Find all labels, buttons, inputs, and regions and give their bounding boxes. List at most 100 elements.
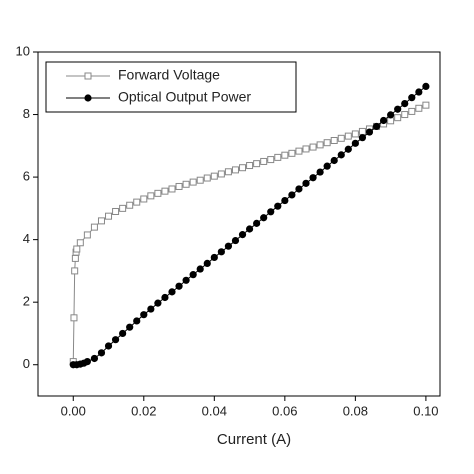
data-point <box>83 231 91 239</box>
data-point <box>182 180 190 188</box>
y-tick-label: 0 <box>23 356 30 371</box>
data-point <box>330 156 338 165</box>
data-point <box>309 143 317 151</box>
data-point <box>422 101 430 109</box>
data-point <box>119 329 127 338</box>
data-point <box>140 311 148 319</box>
data-point <box>224 168 232 176</box>
data-point <box>126 201 134 209</box>
data-point <box>415 104 423 112</box>
data-point <box>260 157 268 165</box>
data-point <box>76 239 84 247</box>
data-point <box>71 267 79 275</box>
data-point <box>379 116 388 125</box>
data-point <box>83 358 91 366</box>
data-point <box>71 254 79 262</box>
data-point <box>344 145 352 153</box>
legend-marker <box>84 72 92 80</box>
data-point <box>302 145 310 153</box>
data-point <box>97 217 105 225</box>
data-point <box>182 276 190 284</box>
data-point <box>295 147 303 155</box>
data-point <box>387 117 395 125</box>
data-point <box>189 178 197 186</box>
data-point <box>133 198 141 206</box>
data-point <box>415 88 423 96</box>
data-point <box>246 162 254 170</box>
data-point <box>330 137 338 145</box>
legend-marker <box>84 94 92 102</box>
x-tick-label: 0.04 <box>202 403 227 418</box>
data-point <box>217 170 225 178</box>
legend-label: Optical Output Power <box>118 89 251 105</box>
x-tick-label: 0.02 <box>131 403 156 418</box>
data-point <box>105 212 113 220</box>
data-point <box>161 293 169 302</box>
data-point <box>189 271 197 279</box>
data-point <box>288 149 296 157</box>
data-point <box>281 196 289 205</box>
data-point <box>203 174 211 182</box>
data-point <box>408 107 416 115</box>
data-point <box>90 354 99 363</box>
data-point <box>394 105 402 113</box>
series-line <box>72 104 427 362</box>
data-point <box>267 156 275 164</box>
data-point <box>210 253 218 262</box>
data-point <box>196 265 204 273</box>
x-axis-label: Current (A) <box>217 431 291 448</box>
data-point <box>168 288 176 296</box>
data-point <box>274 153 282 161</box>
data-point <box>401 111 409 119</box>
data-point <box>97 349 106 357</box>
data-point <box>401 100 409 108</box>
data-point <box>90 223 98 231</box>
data-point <box>238 231 247 239</box>
data-point <box>422 82 430 90</box>
data-point <box>358 134 367 142</box>
data-point <box>309 174 317 182</box>
data-point <box>231 166 239 174</box>
data-point <box>387 111 395 119</box>
x-tick-label: 0.10 <box>413 403 438 418</box>
data-point <box>147 192 155 200</box>
data-point <box>316 141 324 149</box>
x-tick-label: 0.06 <box>272 403 297 418</box>
data-point <box>281 151 289 159</box>
data-point <box>112 207 120 215</box>
data-point <box>70 314 78 322</box>
data-point <box>154 299 162 307</box>
legend-box <box>45 61 297 113</box>
data-point <box>295 185 303 193</box>
data-point <box>253 160 261 168</box>
data-point <box>203 259 211 268</box>
data-point <box>288 191 296 199</box>
y-tick-label: 8 <box>23 106 30 121</box>
y-tick-label: 10 <box>16 43 30 58</box>
data-point <box>73 245 81 253</box>
data-point <box>196 176 204 184</box>
data-point <box>119 204 127 212</box>
data-point <box>274 202 282 210</box>
data-point <box>217 248 225 256</box>
data-point <box>394 114 402 122</box>
data-point <box>302 179 310 187</box>
data-point <box>168 185 176 193</box>
data-point <box>351 139 359 147</box>
plot-frame <box>37 51 441 397</box>
data-point <box>133 317 141 325</box>
data-point <box>231 236 240 245</box>
data-point <box>260 214 268 222</box>
data-point <box>245 225 254 233</box>
data-point <box>253 219 261 227</box>
data-point <box>175 182 183 190</box>
data-point <box>323 162 331 170</box>
data-point <box>147 305 155 313</box>
data-point <box>239 164 247 172</box>
data-point <box>175 282 183 290</box>
data-point <box>408 94 416 102</box>
data-point <box>358 127 366 135</box>
y-tick-label: 2 <box>23 294 30 309</box>
data-point <box>365 128 374 136</box>
y-tick-label: 6 <box>23 169 30 184</box>
